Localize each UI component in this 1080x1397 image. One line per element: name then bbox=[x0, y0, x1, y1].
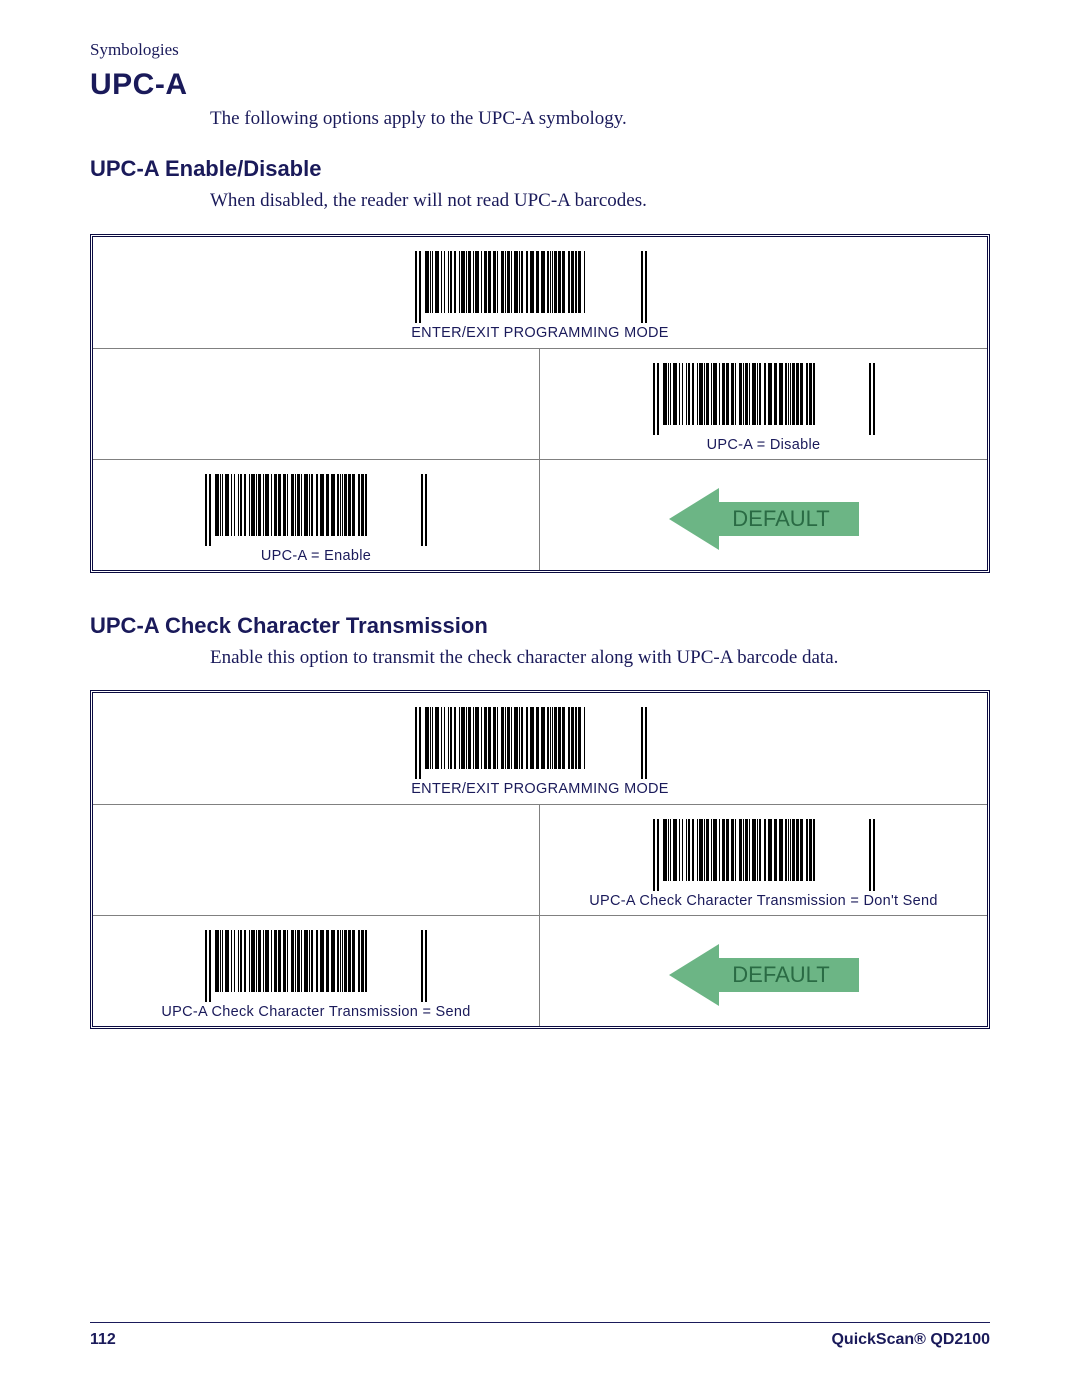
page-number: 112 bbox=[90, 1331, 116, 1349]
barcode-icon bbox=[201, 474, 431, 546]
option-dont-send-cell: UPC-A Check Character Transmission = Don… bbox=[540, 805, 987, 915]
section2-heading: UPC-A Check Character Transmission bbox=[90, 613, 990, 639]
barcode-icon bbox=[411, 251, 651, 323]
barcode-programming-mode: ENTER/EXIT PROGRAMMING MODE bbox=[411, 251, 669, 341]
barcode-label: ENTER/EXIT PROGRAMMING MODE bbox=[411, 325, 669, 341]
option-enable-cell: UPC-A = Enable bbox=[93, 460, 540, 570]
svg-text:DEFAULT: DEFAULT bbox=[732, 962, 829, 987]
intro-text: The following options apply to the UPC-A… bbox=[210, 108, 990, 130]
page-footer: 112 QuickScan® QD2100 bbox=[90, 1322, 990, 1349]
page-title: UPC-A bbox=[90, 68, 990, 102]
section2-config-box: ENTER/EXIT PROGRAMMING MODE UPC-A Check … bbox=[90, 690, 990, 1029]
default-arrow-icon: DEFAULT bbox=[669, 944, 859, 1006]
config-row: UPC-A Check Character Transmission = Sen… bbox=[93, 916, 987, 1026]
barcode-label: UPC-A Check Character Transmission = Don… bbox=[589, 893, 938, 909]
option-disable-cell: UPC-A = Disable bbox=[540, 349, 987, 459]
section2-body: Enable this option to transmit the check… bbox=[210, 645, 990, 671]
section1-body: When disabled, the reader will not read … bbox=[210, 188, 990, 214]
barcode-icon bbox=[649, 363, 879, 435]
barcode-label: UPC-A Check Character Transmission = Sen… bbox=[161, 1004, 470, 1020]
empty-cell bbox=[93, 805, 540, 915]
option-send-cell: UPC-A Check Character Transmission = Sen… bbox=[93, 916, 540, 1026]
empty-cell bbox=[93, 349, 540, 459]
section1-config-box: ENTER/EXIT PROGRAMMING MODE UPC-A = Disa… bbox=[90, 234, 990, 573]
default-indicator-cell: DEFAULT bbox=[540, 460, 987, 570]
barcode-icon bbox=[649, 819, 879, 891]
programming-mode-header: ENTER/EXIT PROGRAMMING MODE bbox=[93, 693, 987, 805]
barcode-label: ENTER/EXIT PROGRAMMING MODE bbox=[411, 781, 669, 797]
programming-mode-header: ENTER/EXIT PROGRAMMING MODE bbox=[93, 237, 987, 349]
barcode-icon bbox=[411, 707, 651, 779]
barcode-label: UPC-A = Enable bbox=[261, 548, 371, 564]
default-indicator-cell: DEFAULT bbox=[540, 916, 987, 1026]
svg-text:DEFAULT: DEFAULT bbox=[732, 506, 829, 531]
section-label: Symbologies bbox=[90, 40, 990, 60]
default-arrow-icon: DEFAULT bbox=[669, 488, 859, 550]
product-name: QuickScan® QD2100 bbox=[831, 1331, 990, 1349]
config-row: UPC-A Check Character Transmission = Don… bbox=[93, 805, 987, 916]
config-row: UPC-A = Disable bbox=[93, 349, 987, 460]
barcode-icon bbox=[201, 930, 431, 1002]
section1-heading: UPC-A Enable/Disable bbox=[90, 156, 990, 182]
page-container: Symbologies UPC-A The following options … bbox=[0, 0, 1080, 1397]
config-row: UPC-A = Enable DEFAULT bbox=[93, 460, 987, 570]
barcode-label: UPC-A = Disable bbox=[707, 437, 821, 453]
barcode-programming-mode: ENTER/EXIT PROGRAMMING MODE bbox=[411, 707, 669, 797]
